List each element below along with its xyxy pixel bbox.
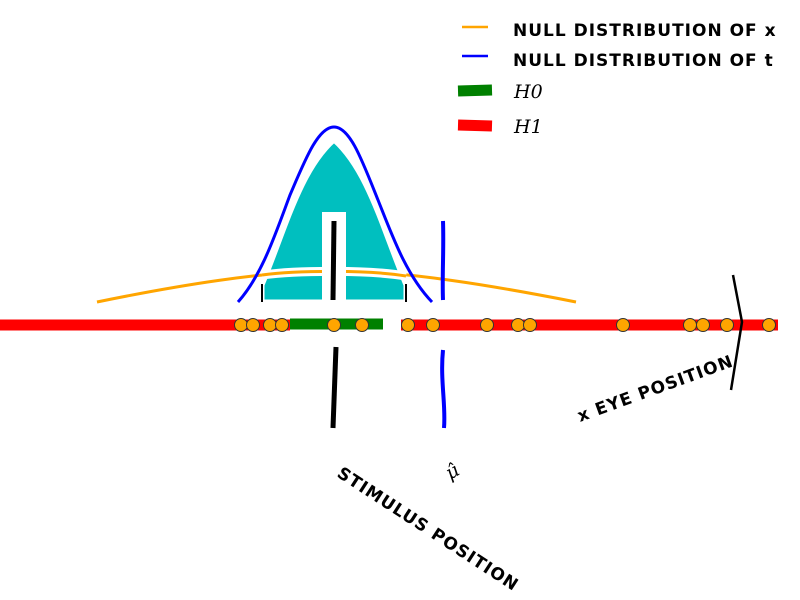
eye-position-label: x EYE POSITION [575, 352, 736, 427]
sample-point [275, 318, 289, 332]
null-distribution-t-curve [236, 125, 434, 304]
sample-point [762, 318, 776, 332]
sample-point [234, 318, 248, 332]
sample-point [696, 318, 710, 332]
stimulus-position-label: STIMULUS POSITION [333, 463, 522, 595]
legend-label-null-t: NULL DISTRIBUTION OF t [513, 51, 774, 71]
sample-point [720, 318, 734, 332]
sample-point [246, 318, 260, 332]
stimulus-position-line-upper [330, 220, 337, 301]
sample-point [426, 318, 440, 332]
legend-swatch-h0 [457, 84, 493, 97]
mu-hat-line-lower [440, 349, 447, 429]
legend-label-h1: H1 [513, 116, 543, 138]
legend-swatch-h1 [457, 119, 493, 132]
mu-hat-label: μ̂ [442, 459, 464, 484]
sample-point [263, 318, 277, 332]
legend-label-null-x: NULL DISTRIBUTION OF x [513, 21, 777, 41]
sample-point [511, 318, 525, 332]
sample-point [616, 318, 630, 332]
sample-point [480, 318, 494, 332]
sample-point [401, 318, 415, 332]
eye-position-marker [729, 274, 744, 391]
sample-point [355, 318, 369, 332]
legend-label-h0: H0 [513, 81, 543, 103]
sample-point [683, 318, 697, 332]
stimulus-position-line-lower [330, 346, 339, 429]
sample-point [523, 318, 537, 332]
sample-points [234, 318, 776, 332]
mu-hat-line-upper [440, 220, 446, 301]
sample-point [327, 318, 341, 332]
legend: NULL DISTRIBUTION OF x NULL DISTRIBUTION… [457, 21, 777, 138]
